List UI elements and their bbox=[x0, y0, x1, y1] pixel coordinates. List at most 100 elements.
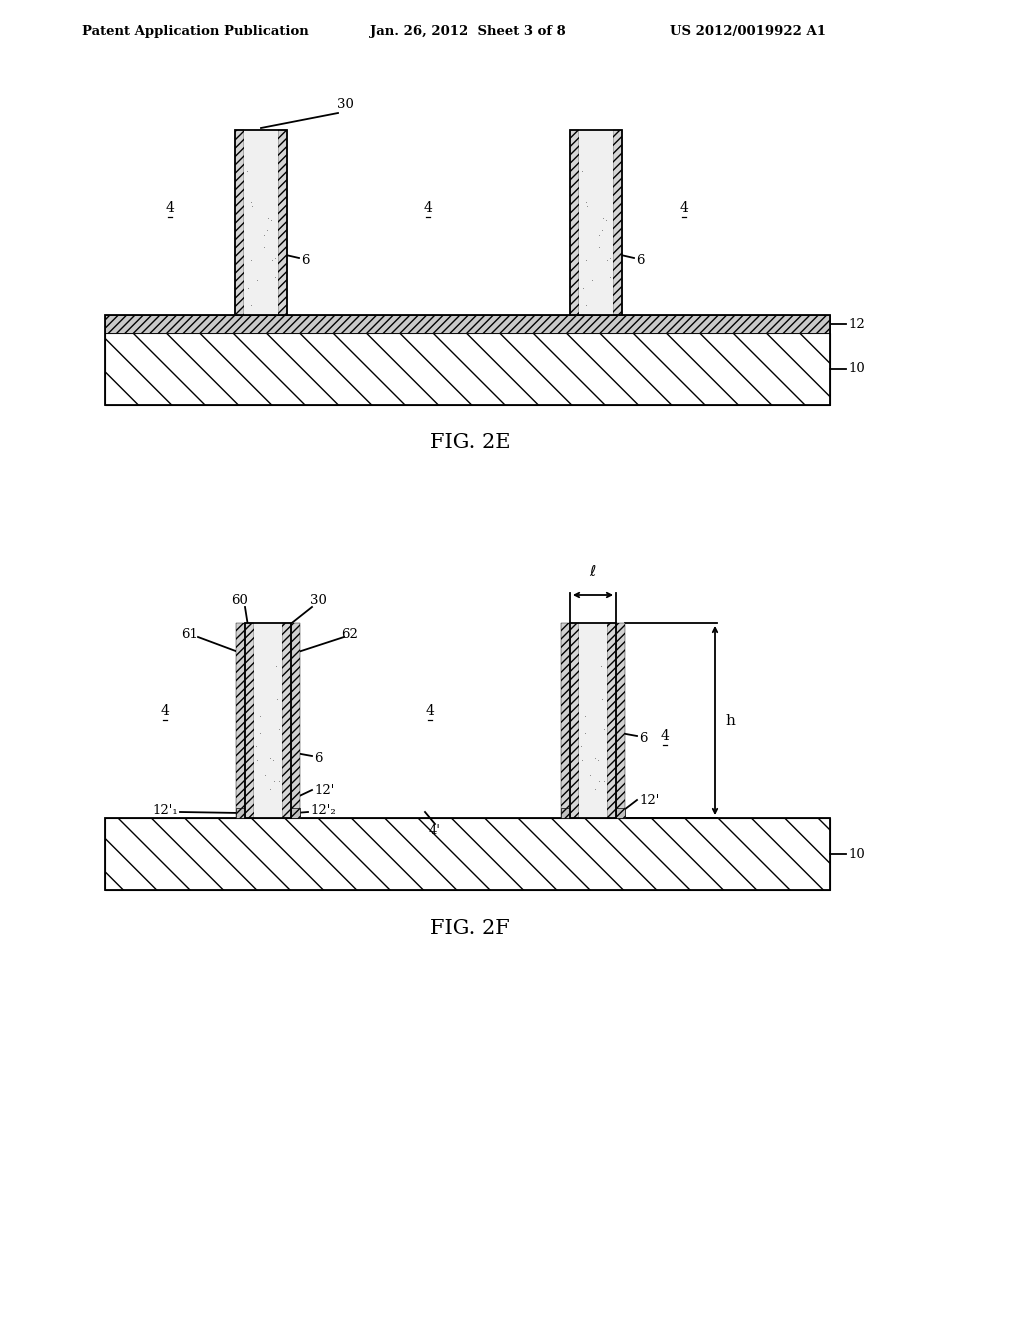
Bar bbox=[105, 315, 830, 333]
Point bbox=[593, 656, 609, 677]
Point bbox=[596, 718, 612, 739]
Point bbox=[574, 750, 591, 771]
Point bbox=[249, 269, 265, 290]
Text: 4': 4' bbox=[429, 824, 441, 837]
Bar bbox=[244, 129, 278, 315]
Bar bbox=[236, 808, 245, 818]
Text: 4: 4 bbox=[424, 201, 432, 215]
Point bbox=[577, 723, 593, 744]
Point bbox=[243, 191, 259, 213]
Text: US 2012/0019922 A1: US 2012/0019922 A1 bbox=[670, 25, 826, 38]
Point bbox=[264, 249, 281, 271]
Text: 6: 6 bbox=[639, 731, 647, 744]
Point bbox=[267, 267, 284, 288]
Text: 12'₁: 12'₁ bbox=[153, 804, 178, 817]
Point bbox=[598, 210, 614, 231]
Bar bbox=[282, 623, 291, 818]
Point bbox=[594, 220, 610, 242]
Bar bbox=[234, 129, 287, 315]
Text: Jan. 26, 2012  Sheet 3 of 8: Jan. 26, 2012 Sheet 3 of 8 bbox=[370, 25, 565, 38]
Bar bbox=[105, 315, 830, 405]
Bar bbox=[234, 129, 287, 315]
Text: 10: 10 bbox=[848, 847, 864, 861]
Bar bbox=[570, 623, 616, 818]
Bar bbox=[570, 129, 622, 315]
Point bbox=[577, 705, 593, 726]
Text: 10: 10 bbox=[848, 363, 864, 375]
Point bbox=[239, 160, 255, 181]
Point bbox=[573, 735, 590, 756]
Bar bbox=[278, 129, 287, 315]
Text: 4: 4 bbox=[426, 704, 434, 718]
Point bbox=[574, 277, 591, 298]
Point bbox=[602, 267, 618, 288]
Text: 4: 4 bbox=[680, 201, 688, 215]
Point bbox=[594, 689, 610, 710]
Text: 4: 4 bbox=[660, 729, 670, 743]
Point bbox=[256, 236, 272, 257]
Bar bbox=[105, 818, 830, 890]
Text: Patent Application Publication: Patent Application Publication bbox=[82, 25, 309, 38]
Point bbox=[578, 249, 594, 271]
Point bbox=[252, 723, 268, 744]
Bar bbox=[105, 333, 830, 405]
Text: h: h bbox=[725, 714, 735, 729]
Text: 6: 6 bbox=[636, 253, 644, 267]
Bar bbox=[579, 623, 607, 818]
Text: 12'₂: 12'₂ bbox=[310, 804, 336, 817]
Point bbox=[263, 210, 280, 231]
Bar bbox=[616, 623, 625, 818]
Point bbox=[248, 735, 264, 756]
Point bbox=[584, 269, 600, 290]
Point bbox=[243, 249, 259, 271]
Point bbox=[244, 195, 260, 216]
Bar bbox=[579, 129, 613, 315]
Point bbox=[260, 207, 276, 228]
Point bbox=[240, 277, 256, 298]
Point bbox=[257, 764, 273, 785]
Point bbox=[591, 236, 607, 257]
Point bbox=[579, 294, 595, 315]
Text: 62: 62 bbox=[342, 628, 358, 642]
Point bbox=[259, 220, 275, 242]
Point bbox=[580, 195, 596, 216]
Text: 12': 12' bbox=[639, 793, 659, 807]
Point bbox=[270, 771, 287, 792]
Bar bbox=[607, 623, 616, 818]
Text: 6: 6 bbox=[314, 751, 323, 764]
Point bbox=[578, 191, 594, 213]
Point bbox=[573, 160, 590, 181]
Text: 61: 61 bbox=[181, 628, 199, 642]
Point bbox=[252, 705, 268, 726]
Point bbox=[271, 718, 288, 739]
Point bbox=[599, 249, 615, 271]
Point bbox=[601, 247, 617, 268]
Point bbox=[268, 689, 285, 710]
Bar bbox=[570, 623, 616, 818]
Bar bbox=[254, 623, 282, 818]
Bar bbox=[291, 808, 300, 818]
Bar bbox=[561, 623, 570, 818]
Bar bbox=[234, 129, 244, 315]
Point bbox=[587, 779, 603, 800]
Bar bbox=[570, 129, 622, 315]
Point bbox=[595, 207, 611, 228]
Bar bbox=[105, 818, 830, 890]
Point bbox=[590, 750, 606, 771]
Point bbox=[596, 771, 612, 792]
Point bbox=[265, 771, 282, 792]
Point bbox=[591, 771, 607, 792]
Text: 60: 60 bbox=[231, 594, 249, 606]
Text: 4: 4 bbox=[166, 201, 174, 215]
Bar bbox=[570, 623, 579, 818]
Bar bbox=[291, 623, 300, 818]
Point bbox=[244, 294, 260, 315]
Text: 6: 6 bbox=[301, 253, 309, 267]
Bar bbox=[245, 623, 254, 818]
Point bbox=[249, 750, 265, 771]
Text: 12: 12 bbox=[848, 318, 864, 330]
Text: 4: 4 bbox=[161, 704, 169, 718]
Point bbox=[587, 747, 603, 768]
Point bbox=[582, 764, 598, 785]
Point bbox=[262, 747, 279, 768]
